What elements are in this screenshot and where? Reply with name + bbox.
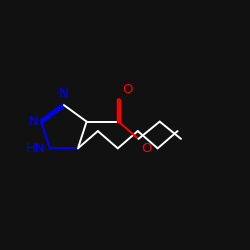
Text: HN: HN — [26, 142, 46, 155]
Text: N: N — [29, 115, 38, 128]
Text: O: O — [141, 142, 152, 154]
Text: O: O — [122, 83, 133, 96]
Text: N: N — [59, 87, 69, 100]
